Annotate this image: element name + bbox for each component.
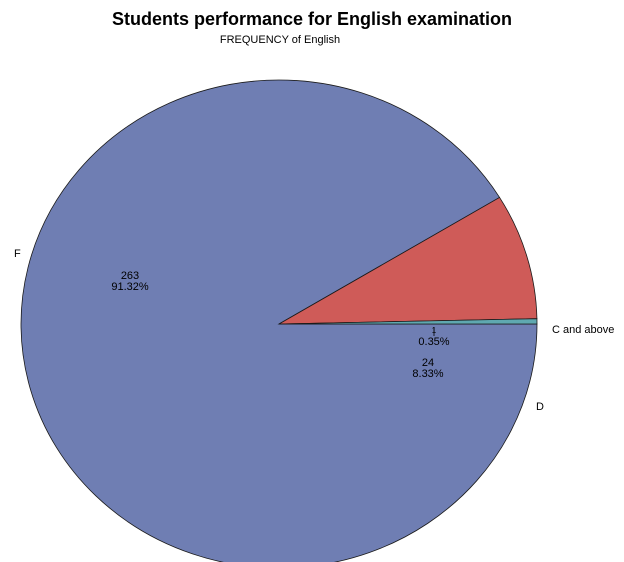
data-label-c-and-above: 1 0.35% — [418, 326, 449, 348]
pie-slice-d — [278, 196, 538, 325]
slice-label-c-and-above: C and above — [552, 324, 614, 336]
slice-label-d: D — [536, 401, 544, 413]
chart-title: Students performance for English examina… — [111, 9, 513, 29]
chart-subtitle: FREQUENCY of English — [219, 34, 341, 46]
pie-slice-c-and-above — [278, 318, 538, 325]
data-label-d: 24 8.33% — [412, 357, 443, 380]
slice-label-f: F — [14, 248, 21, 260]
data-label-f: 263 91.32% — [111, 270, 149, 293]
pie-slice-f — [20, 79, 538, 562]
